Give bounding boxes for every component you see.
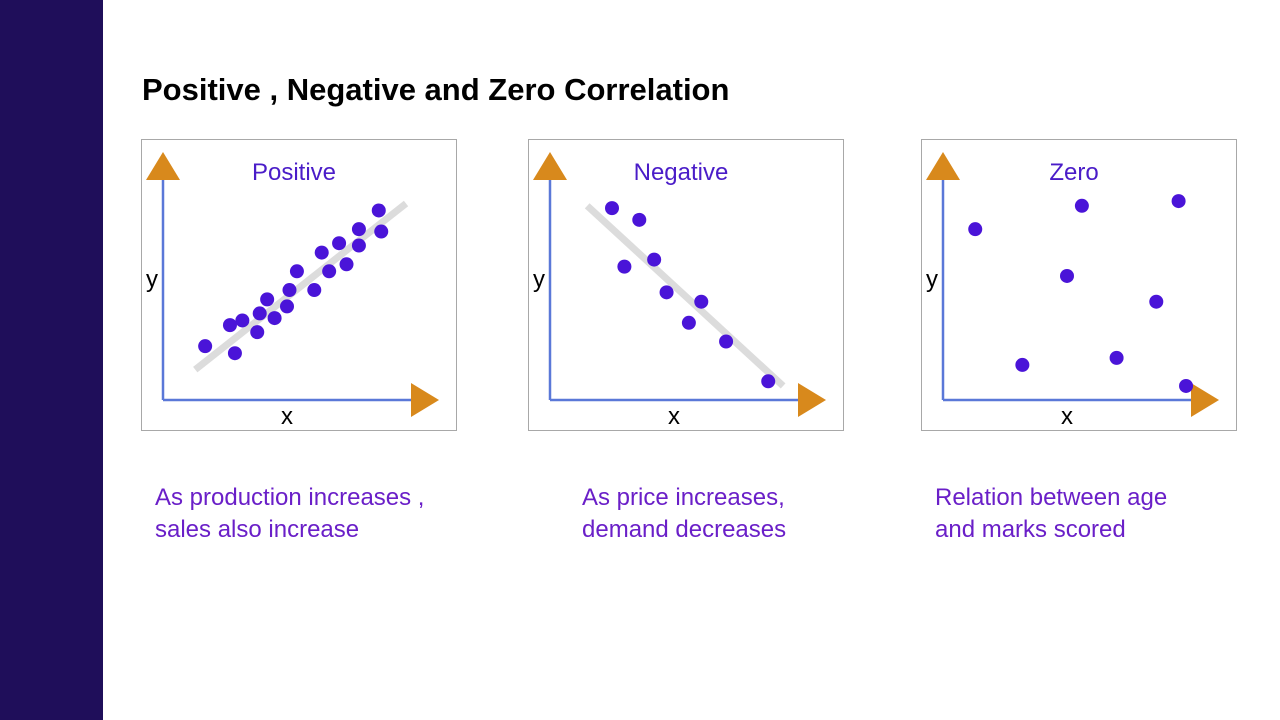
caption-line: sales also increase bbox=[155, 516, 360, 543]
x-axis-label: x bbox=[281, 403, 293, 430]
data-point bbox=[282, 283, 297, 298]
y-axis-arrow-icon bbox=[926, 152, 960, 180]
caption-line: As price increases, bbox=[582, 484, 785, 511]
x-axis-arrow-icon bbox=[1191, 383, 1219, 417]
chart-svg: Positive x y bbox=[146, 152, 439, 430]
caption-negative: As price increases, demand decreases bbox=[582, 482, 786, 546]
y-axis-label: y bbox=[146, 266, 158, 293]
y-axis-label: y bbox=[926, 266, 938, 293]
data-point bbox=[632, 212, 647, 227]
data-point bbox=[1109, 350, 1124, 365]
chart-title: Positive bbox=[252, 159, 336, 186]
data-point bbox=[968, 222, 983, 237]
data-point bbox=[374, 224, 389, 239]
chart-zero: Zero x y bbox=[921, 139, 1237, 431]
data-point bbox=[351, 222, 366, 237]
caption-line: demand decreases bbox=[582, 516, 787, 543]
x-axis-label: x bbox=[1061, 403, 1073, 430]
sidebar-bar bbox=[0, 0, 103, 720]
data-point bbox=[1060, 268, 1074, 283]
data-point bbox=[659, 285, 674, 300]
data-point bbox=[681, 315, 696, 330]
caption-line: As production increases , bbox=[155, 484, 425, 511]
data-point bbox=[371, 203, 386, 218]
data-point bbox=[719, 334, 734, 349]
data-point bbox=[222, 318, 237, 333]
chart-negative: Negative x y bbox=[528, 139, 844, 431]
data-point bbox=[1171, 194, 1186, 209]
y-axis-label: y bbox=[533, 266, 545, 293]
x-axis-label: x bbox=[668, 403, 680, 430]
caption-line: Relation between age bbox=[935, 484, 1168, 511]
caption-zero: Relation between age and marks scored bbox=[935, 482, 1167, 546]
chart-positive: Positive x y bbox=[141, 139, 457, 431]
data-point bbox=[1074, 198, 1089, 213]
data-point bbox=[235, 313, 250, 328]
data-point bbox=[351, 238, 366, 253]
chart-title: Zero bbox=[1049, 159, 1098, 186]
chart-svg: Negative x y bbox=[533, 152, 826, 430]
y-axis-arrow-icon bbox=[146, 152, 180, 180]
data-point bbox=[1179, 378, 1194, 393]
data-point bbox=[307, 283, 322, 298]
chart-title: Negative bbox=[634, 159, 729, 186]
trend-line bbox=[193, 200, 409, 373]
data-point bbox=[280, 299, 294, 314]
y-axis-arrow-icon bbox=[533, 152, 567, 180]
data-point bbox=[332, 236, 347, 251]
data-point bbox=[314, 245, 329, 260]
data-point bbox=[267, 311, 282, 326]
caption-line: and marks scored bbox=[935, 516, 1126, 543]
data-point bbox=[252, 306, 267, 321]
data-point bbox=[1149, 294, 1164, 309]
data-point bbox=[1015, 357, 1030, 372]
data-point bbox=[198, 339, 213, 354]
data-point bbox=[250, 325, 265, 340]
data-point bbox=[694, 294, 709, 309]
data-point bbox=[605, 201, 619, 216]
data-point bbox=[761, 374, 776, 389]
x-axis-arrow-icon bbox=[411, 383, 439, 417]
slide-title: Positive , Negative and Zero Correlation bbox=[142, 72, 730, 107]
chart-svg: Zero x y bbox=[926, 152, 1219, 430]
caption-positive: As production increases , sales also inc… bbox=[155, 482, 424, 546]
data-point bbox=[322, 264, 337, 279]
data-point bbox=[227, 346, 242, 361]
data-point bbox=[617, 259, 632, 274]
x-axis-arrow-icon bbox=[798, 383, 826, 417]
data-point bbox=[289, 264, 304, 279]
data-point bbox=[647, 252, 662, 267]
data-point bbox=[260, 292, 275, 307]
trend-line bbox=[584, 203, 786, 389]
data-point bbox=[339, 257, 354, 272]
